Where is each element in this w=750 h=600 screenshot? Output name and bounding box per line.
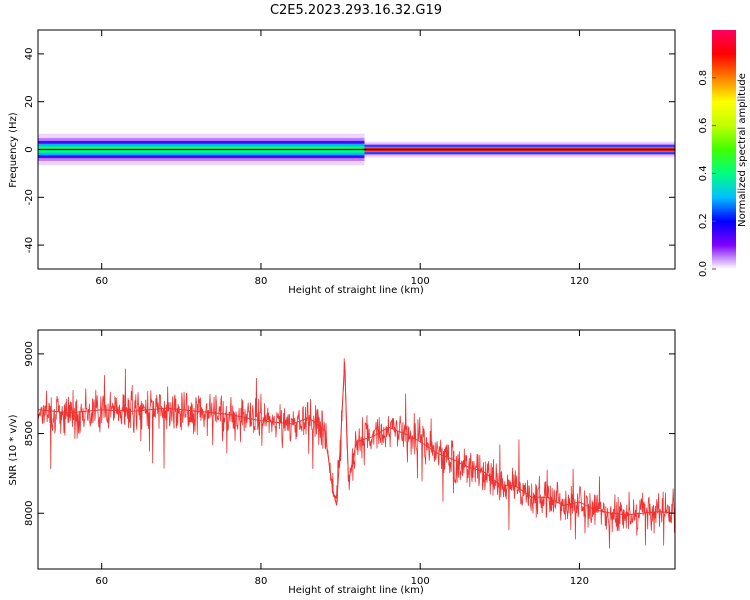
colorbar-tick-label: 0.4 (698, 165, 709, 181)
figure-title: C2E5.2023.293.16.32.G19 (270, 3, 442, 18)
y-tick-label: -40 (24, 237, 35, 253)
y-tick-label: 9000 (24, 341, 35, 366)
y-tick-label: 20 (24, 95, 35, 108)
y-tick-label: 8500 (24, 421, 35, 446)
y-tick-label: 8000 (24, 501, 35, 526)
x-tick-label: 120 (570, 276, 589, 287)
snr-y-axis-label: SNR (10 * v/v) (8, 414, 19, 485)
snr-x-axis-label: Height of straight line (km) (288, 585, 424, 596)
colorbar-tick-label: 0.6 (698, 118, 709, 134)
spectrogram-plot-area (38, 133, 675, 166)
snr-series-noise (38, 358, 675, 549)
colorbar-gradient (712, 30, 736, 269)
snr-panel: 60 80 100 120 8000 8500 9000 Height of straigh… (8, 329, 676, 596)
snr-plot-area (37, 358, 676, 549)
y-tick-label: 0 (24, 146, 35, 152)
x-tick-label: 60 (95, 276, 108, 287)
colorbar-tick-label: 0.0 (698, 261, 709, 277)
colorbar-tick-label: 0.2 (698, 213, 709, 229)
x-tick-label: 120 (570, 576, 589, 587)
snr-ticks: 60 80 100 120 8000 8500 9000 (24, 330, 675, 587)
colorbar-ticks: 0.0 0.2 0.4 0.6 0.8 (698, 70, 716, 277)
spectrogram-y-axis-label: Frequency (Hz) (8, 112, 19, 188)
spectrogram-panel: 60 80 100 120 -40 -20 0 20 40 Height of straight… (8, 29, 676, 296)
x-tick-label: 80 (255, 576, 268, 587)
x-tick-label: 100 (411, 576, 430, 587)
y-tick-label: 40 (24, 48, 35, 61)
colorbar-tick-label: 0.8 (698, 70, 709, 86)
y-tick-label: -20 (24, 189, 35, 205)
colorbar: 0.0 0.2 0.4 0.6 0.8 Normalized spectral ampl… (698, 30, 748, 277)
x-tick-label: 60 (95, 576, 108, 587)
spectrogram-x-axis-label: Height of straight line (km) (288, 285, 424, 296)
colorbar-label: Normalized spectral amplitude (737, 73, 748, 227)
x-tick-label: 100 (411, 276, 430, 287)
snr-frame (37, 329, 676, 570)
snr-series-line (38, 361, 675, 516)
spectrogram-ticks: 60 80 100 120 -40 -20 0 20 40 (24, 30, 675, 287)
x-tick-label: 80 (255, 276, 268, 287)
